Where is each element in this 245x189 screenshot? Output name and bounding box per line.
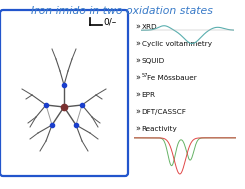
Text: Cyclic voltammetry: Cyclic voltammetry	[142, 41, 211, 47]
Text: Fe Mössbauer: Fe Mössbauer	[147, 75, 197, 81]
Text: »: »	[135, 57, 140, 66]
Text: 57: 57	[142, 73, 148, 78]
Text: DFT/CASSCF: DFT/CASSCF	[142, 109, 186, 115]
Text: XRD: XRD	[142, 24, 157, 30]
Text: Iron imido in two oxidation states: Iron imido in two oxidation states	[31, 6, 213, 16]
Text: »: »	[135, 108, 140, 116]
Text: »: »	[135, 22, 140, 32]
Text: 0/–: 0/–	[103, 18, 116, 26]
Text: »: »	[135, 125, 140, 133]
Text: »: »	[135, 40, 140, 49]
Text: »: »	[135, 74, 140, 83]
Text: »: »	[135, 91, 140, 99]
Text: Reactivity: Reactivity	[142, 126, 177, 132]
Text: SQUID: SQUID	[142, 58, 165, 64]
Text: EPR: EPR	[142, 92, 156, 98]
FancyBboxPatch shape	[0, 10, 128, 176]
